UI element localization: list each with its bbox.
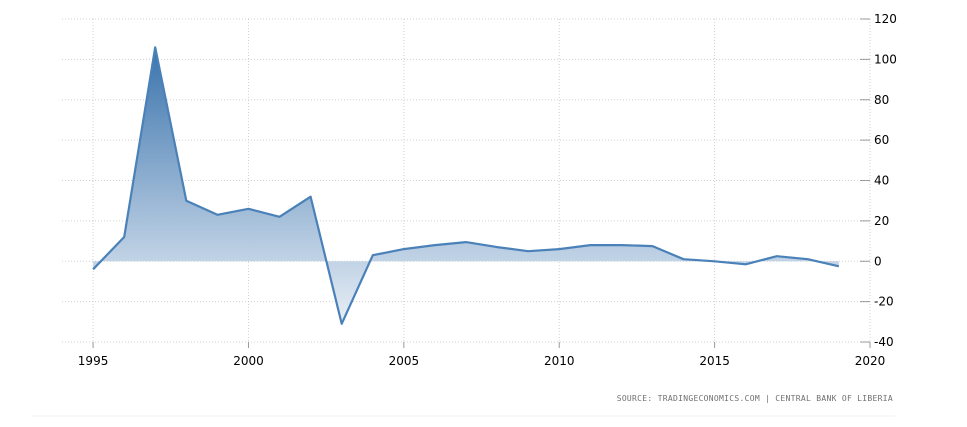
y-tick-label: -40 xyxy=(874,335,894,349)
axes: -40 -20 0 20 40 60 80 100 120 1995 2000 2005 2010 201… xyxy=(78,12,897,368)
x-tick-label: 2010 xyxy=(544,354,575,368)
series-line-path xyxy=(92,46,840,325)
x-tick-label: 2015 xyxy=(699,354,730,368)
y-tick-label: 60 xyxy=(874,133,889,147)
x-tick-label: 2005 xyxy=(389,354,420,368)
source-label: SOURCE: TRADINGECONOMICS.COM | CENTRAL B… xyxy=(617,394,893,403)
y-tick-label: 120 xyxy=(874,12,897,26)
x-tick-label: 1995 xyxy=(78,354,109,368)
series-line xyxy=(92,46,840,325)
y-tick-label: 80 xyxy=(874,93,889,107)
y-tick-label: -20 xyxy=(874,295,894,309)
y-tick-label: 20 xyxy=(874,214,889,228)
x-tick-label: 2000 xyxy=(233,354,264,368)
y-tick-label: 0 xyxy=(874,254,882,268)
area-fill xyxy=(93,47,839,324)
y-tick-label: 100 xyxy=(874,52,897,66)
area-path xyxy=(93,47,839,324)
y-tick-label: 40 xyxy=(874,174,889,188)
x-tick-label: 2020 xyxy=(855,354,886,368)
